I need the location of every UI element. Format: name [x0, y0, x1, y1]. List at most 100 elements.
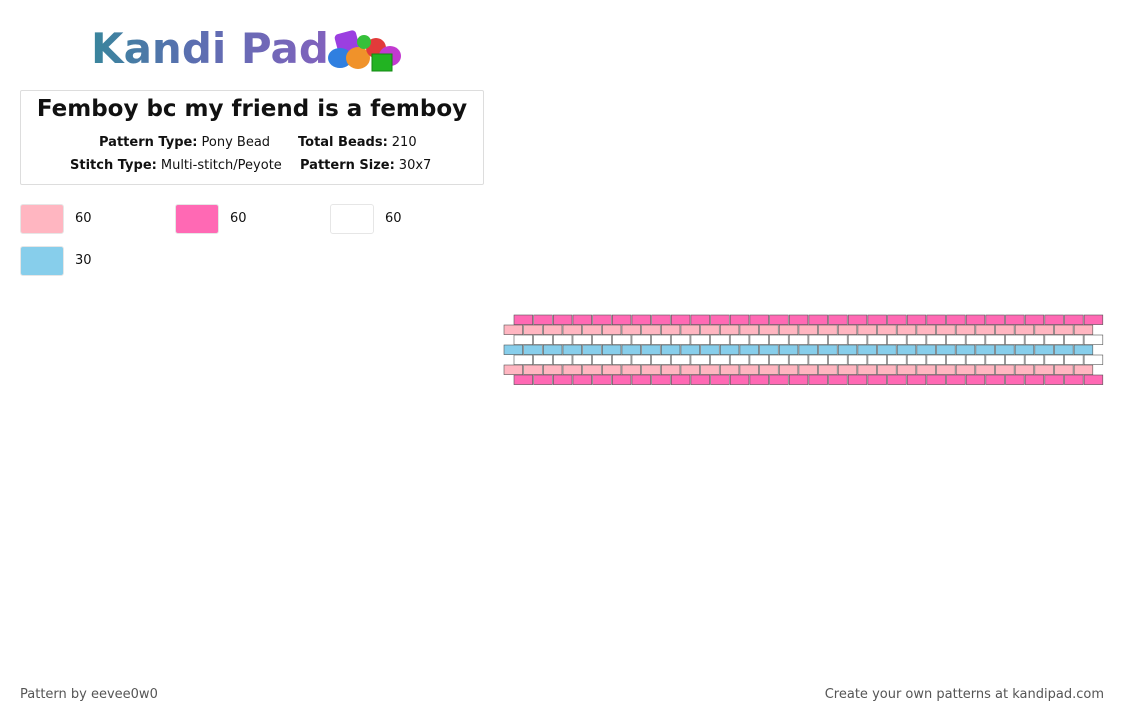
bead	[926, 354, 946, 365]
bead	[906, 334, 927, 345]
bead	[719, 324, 740, 335]
bead	[847, 334, 868, 345]
bead	[749, 374, 769, 385]
bead	[533, 314, 553, 325]
bead	[975, 344, 995, 355]
bead	[562, 324, 582, 335]
bead	[808, 374, 828, 385]
bead	[749, 314, 769, 325]
bead	[906, 354, 927, 365]
field: Pattern Type: Pony Bead	[99, 135, 270, 150]
bead	[896, 324, 917, 335]
bead	[995, 364, 1015, 375]
bead	[759, 364, 779, 375]
color-swatch	[20, 204, 64, 234]
bead	[611, 314, 632, 325]
bead	[680, 344, 700, 355]
bead	[1083, 374, 1104, 385]
bead	[995, 344, 1015, 355]
bead	[513, 314, 533, 325]
bead	[778, 364, 799, 375]
bead	[867, 314, 887, 325]
bead	[847, 374, 868, 385]
bead	[719, 364, 740, 375]
bead	[936, 344, 956, 355]
bead	[621, 324, 641, 335]
bead	[985, 374, 1005, 385]
bead	[700, 324, 720, 335]
bead	[965, 374, 986, 385]
bead	[926, 314, 946, 325]
bead	[651, 354, 671, 365]
bead	[670, 354, 691, 365]
bead	[513, 354, 533, 365]
bead	[631, 334, 651, 345]
bead	[1064, 334, 1084, 345]
bead	[660, 324, 681, 335]
bead	[729, 314, 750, 325]
field-label: Pattern Size:	[300, 158, 395, 173]
bead	[896, 364, 917, 375]
field: Total Beads: 210	[298, 135, 417, 150]
bead	[1014, 364, 1035, 375]
bead	[778, 324, 799, 335]
bead	[739, 324, 759, 335]
bead	[729, 374, 750, 385]
bead	[887, 354, 907, 365]
bead	[670, 374, 691, 385]
bead	[1054, 324, 1074, 335]
logo-beads	[328, 30, 401, 72]
bead	[710, 334, 730, 345]
field-label: Stitch Type:	[70, 158, 157, 173]
bead	[533, 354, 553, 365]
bead	[562, 364, 582, 375]
bead	[592, 374, 612, 385]
color-count: 30	[75, 253, 92, 268]
bead	[837, 324, 858, 335]
bead	[788, 354, 809, 365]
bead	[543, 324, 563, 335]
bead	[837, 344, 858, 355]
bead	[680, 364, 700, 375]
bead	[818, 344, 838, 355]
bead	[788, 374, 809, 385]
bead	[513, 334, 533, 345]
bead	[749, 334, 769, 345]
bead	[936, 324, 956, 335]
bead	[798, 364, 818, 375]
bead	[1014, 324, 1035, 335]
bead	[729, 334, 750, 345]
bead	[916, 364, 936, 375]
bead	[523, 364, 543, 375]
bead	[946, 334, 966, 345]
bead	[503, 344, 523, 355]
bead	[769, 354, 789, 365]
bead	[1034, 364, 1054, 375]
bead	[631, 354, 651, 365]
bead	[936, 364, 956, 375]
bead	[572, 334, 592, 345]
bead	[660, 364, 681, 375]
bead	[690, 334, 710, 345]
bead	[837, 364, 858, 375]
bead	[700, 344, 720, 355]
bead	[631, 314, 651, 325]
bead	[601, 344, 622, 355]
bead	[553, 374, 573, 385]
footer-credit: Pattern by eevee0w0	[20, 687, 158, 702]
bead	[887, 374, 907, 385]
bead	[641, 324, 661, 335]
bead	[582, 324, 602, 335]
bead	[985, 354, 1005, 365]
bead	[926, 334, 946, 345]
bead	[828, 314, 848, 325]
bead	[1005, 334, 1025, 345]
bead	[769, 314, 789, 325]
bead	[759, 344, 779, 355]
bead	[818, 324, 838, 335]
bead	[729, 354, 750, 365]
bead	[828, 334, 848, 345]
bead	[857, 344, 877, 355]
bead	[523, 324, 543, 335]
bead	[670, 314, 691, 325]
